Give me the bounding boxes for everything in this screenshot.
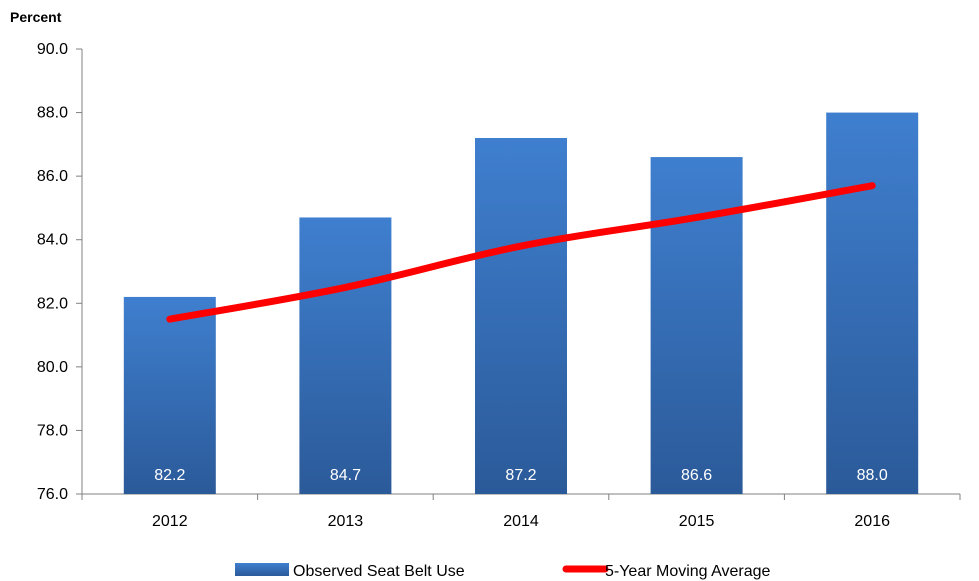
- x-tick-label: 2013: [328, 513, 364, 530]
- x-tick-label: 2015: [679, 513, 715, 530]
- bar-value-label: 87.2: [505, 467, 536, 484]
- x-axis: 2012 2013 2014 2015 2016: [81, 493, 961, 530]
- moving-average-series: [166, 182, 876, 323]
- bar: [299, 217, 392, 494]
- y-tick-label: 84.0: [37, 232, 68, 249]
- x-tick-label: 2012: [152, 513, 188, 530]
- bar-value-label: 82.2: [154, 467, 185, 484]
- bar-series: [123, 112, 919, 495]
- bar-value-label: 84.7: [330, 467, 361, 484]
- x-tick-label: 2014: [503, 513, 539, 530]
- y-axis-title: Percent: [10, 9, 62, 25]
- y-axis: 76.0 78.0 80.0 82.0 84.0 86.0 88.0 90.0: [37, 41, 83, 503]
- bar-value-label: 86.6: [681, 467, 712, 484]
- y-tick-label: 78.0: [37, 422, 68, 439]
- y-tick-label: 90.0: [37, 41, 68, 58]
- bar-data-labels: 82.2 84.7 87.2 86.6 88.0: [154, 467, 888, 484]
- legend-swatch-observed: [235, 563, 289, 576]
- y-tick-label: 80.0: [37, 359, 68, 376]
- y-tick-label: 88.0: [37, 105, 68, 122]
- bar-value-label: 88.0: [857, 467, 888, 484]
- x-tick-label: 2016: [854, 513, 890, 530]
- legend-label-observed: Observed Seat Belt Use: [293, 563, 465, 580]
- y-tick-label: 76.0: [37, 486, 68, 503]
- bar: [826, 112, 919, 495]
- y-tick-label: 86.0: [37, 168, 68, 185]
- y-tick-label: 82.0: [37, 295, 68, 312]
- legend: Observed Seat Belt Use 5-Year Moving Ave…: [235, 563, 771, 580]
- legend-label-moving-average: 5-Year Moving Average: [605, 563, 771, 580]
- bar: [123, 296, 216, 494]
- bar: [650, 157, 743, 495]
- bar: [475, 138, 567, 494]
